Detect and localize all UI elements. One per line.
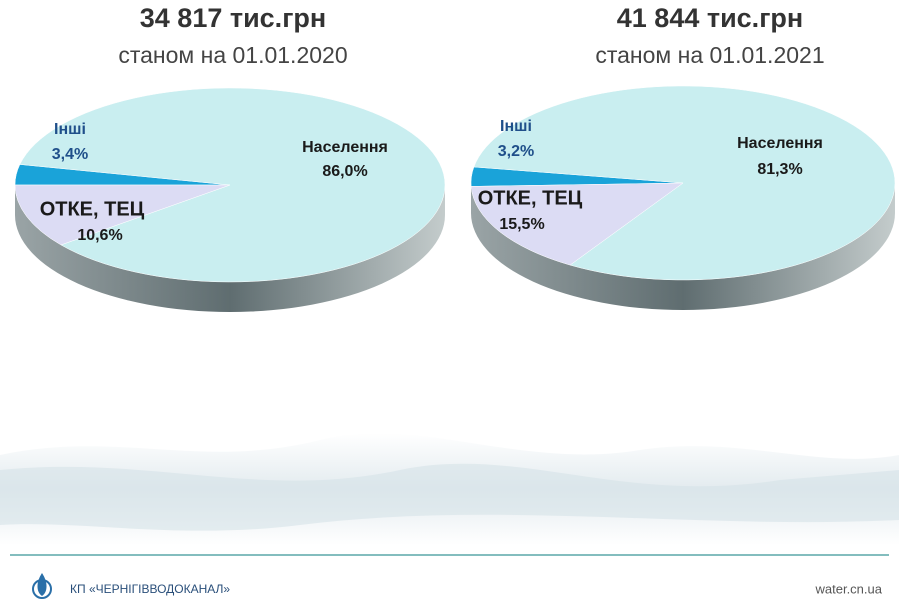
slice-label: ОТКЕ, ТЕЦ bbox=[478, 187, 583, 209]
org-name: КП «ЧЕРНІГІВВОДОКАНАЛ» bbox=[70, 582, 230, 596]
chart-title: 34 817 тис.грн bbox=[140, 3, 326, 33]
chart-title: 41 844 тис.грн bbox=[617, 3, 803, 33]
chart-subtitle: станом на 01.01.2021 bbox=[595, 42, 824, 68]
pie-slice bbox=[473, 85, 896, 281]
slice-value-label: 3,2% bbox=[498, 143, 534, 160]
pie-slice bbox=[470, 182, 684, 266]
slice-label: Інші bbox=[500, 118, 532, 135]
slice-value-label: 86,0% bbox=[322, 163, 367, 180]
slice-value-label: 3,4% bbox=[52, 146, 88, 163]
site-url: water.cn.ua bbox=[815, 581, 883, 596]
pie-side bbox=[15, 185, 445, 312]
water-decoration bbox=[0, 433, 899, 545]
slice-value-label: 81,3% bbox=[757, 161, 802, 178]
chart-subtitle: станом на 01.01.2020 bbox=[118, 42, 347, 68]
slice-label: Населення bbox=[737, 135, 823, 152]
slice-label: Населення bbox=[302, 139, 388, 156]
pie-slice bbox=[19, 87, 446, 283]
pie-slice bbox=[14, 184, 231, 246]
logo bbox=[32, 573, 52, 599]
slice-value-label: 10,6% bbox=[77, 227, 122, 244]
slice-label: Інші bbox=[54, 121, 86, 138]
slice-value-label: 15,5% bbox=[499, 216, 544, 233]
pie-side bbox=[471, 183, 895, 310]
slice-label: ОТКЕ, ТЕЦ bbox=[40, 198, 145, 220]
